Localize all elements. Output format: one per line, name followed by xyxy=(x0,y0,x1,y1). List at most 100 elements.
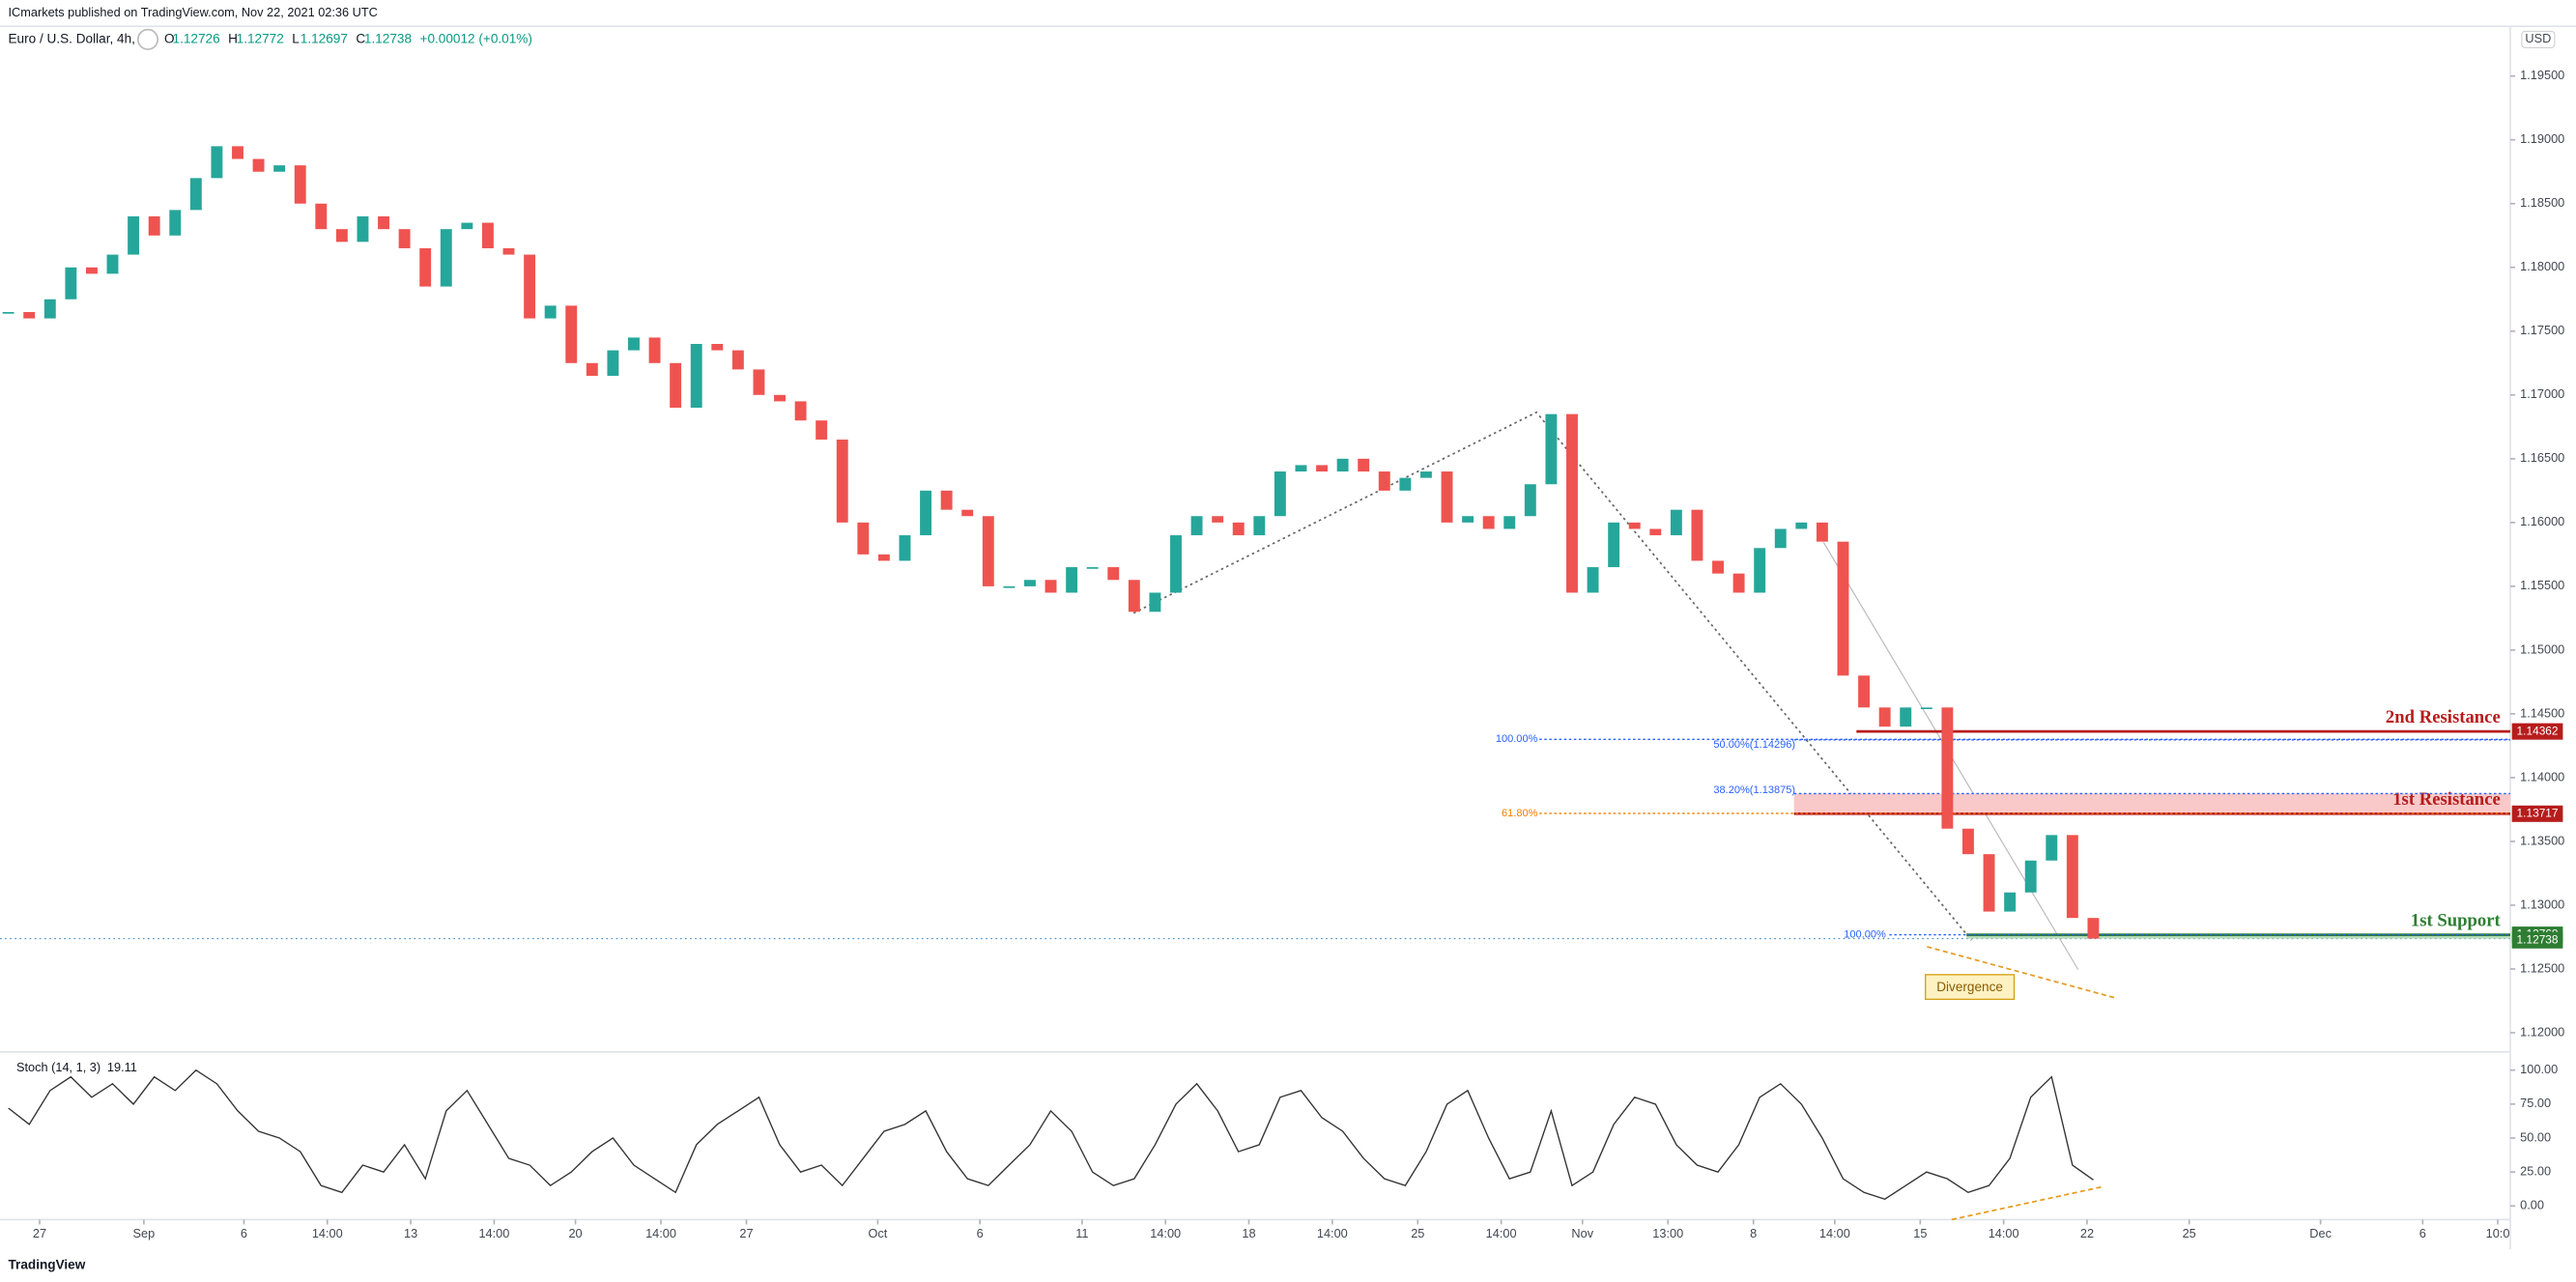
candle xyxy=(65,267,77,299)
candle xyxy=(1900,707,1912,727)
x-tick-label: 10:0 xyxy=(2486,1226,2510,1240)
candle xyxy=(940,490,953,510)
candle xyxy=(1086,567,1099,569)
y-tick-label: 1.17000 xyxy=(2520,386,2564,401)
x-tick-label: 6 xyxy=(241,1226,247,1240)
candle xyxy=(731,350,744,370)
candle xyxy=(1941,707,1954,829)
candle xyxy=(335,229,348,242)
candle xyxy=(315,203,328,230)
candle xyxy=(252,158,265,172)
indicator-title: Stoch (14, 1, 3) xyxy=(16,1060,100,1074)
candle xyxy=(1524,484,1536,517)
price-badge xyxy=(2511,805,2563,822)
ohlc-label: O xyxy=(164,31,175,45)
y-tick-label: 1.16000 xyxy=(2520,514,2564,528)
y-tick-label: 1.14500 xyxy=(2520,705,2564,720)
x-tick-label: 13 xyxy=(404,1226,417,1240)
candle xyxy=(1670,509,1682,536)
candle xyxy=(524,254,536,319)
candle xyxy=(23,311,36,319)
candle xyxy=(1920,707,1932,710)
y-tick-label: 1.15500 xyxy=(2520,578,2564,592)
y-tick-label: 1.18000 xyxy=(2520,259,2564,273)
candle xyxy=(1858,675,1871,708)
candle xyxy=(711,343,724,351)
trend-line xyxy=(1538,414,1972,941)
candle xyxy=(982,516,994,586)
candle xyxy=(1837,541,1849,676)
ohlc-label: L xyxy=(292,31,300,45)
y-tick-label: 100.00 xyxy=(2520,1062,2558,1076)
ohlc-value: 1.12772 xyxy=(237,31,284,45)
x-tick-label: 25 xyxy=(2183,1226,2196,1240)
y-tick-label: 1.18500 xyxy=(2520,195,2564,210)
candle xyxy=(273,165,286,172)
candle xyxy=(1003,585,1016,588)
y-tick-label: 1.16500 xyxy=(2520,450,2564,465)
candle xyxy=(2024,860,2037,893)
candle xyxy=(1274,471,1286,517)
x-tick-label: 11 xyxy=(1075,1226,1088,1240)
candle xyxy=(211,146,223,179)
x-tick-label: 14:00 xyxy=(1989,1226,2019,1240)
candle xyxy=(502,247,515,255)
candle xyxy=(1816,522,1828,542)
x-tick-label: Nov xyxy=(1571,1226,1593,1240)
candle xyxy=(189,178,202,211)
y-tick-label: 1.19000 xyxy=(2520,131,2564,146)
y-tick-label: 1.13500 xyxy=(2520,833,2564,847)
price-badge xyxy=(2511,931,2563,949)
x-tick-label: 25 xyxy=(1411,1226,1424,1240)
y-tick-label: 50.00 xyxy=(2520,1129,2551,1144)
y-tick-label: 1.12000 xyxy=(2520,1024,2564,1039)
icon[interactable] xyxy=(136,28,159,50)
fib-label: 61.80% xyxy=(1502,808,1538,819)
candle xyxy=(1962,828,1974,855)
candle xyxy=(1358,458,1370,472)
plot: Euro / U.S. Dollar, 4h, O1.12726 H1.12772 L… xyxy=(0,30,2564,1240)
level-label: 1st Resistance xyxy=(2392,789,2501,810)
candle xyxy=(1190,516,1203,536)
ohlc-value: 1.12697 xyxy=(301,31,348,45)
x-tick-label: 20 xyxy=(568,1226,582,1240)
fib-label: 100.00% xyxy=(1496,733,1538,745)
x-tick-label: 27 xyxy=(739,1226,753,1240)
y-tick-label: 1.15000 xyxy=(2520,641,2564,656)
trend-line xyxy=(1132,410,1540,614)
annotation-box xyxy=(1925,974,2016,1001)
y-tick-label: 1.19500 xyxy=(2520,68,2564,82)
y-tick-label: 1.17500 xyxy=(2520,323,2564,337)
candle xyxy=(1691,509,1703,561)
x-tick-label: 8 xyxy=(1750,1226,1757,1240)
y-tick-label: 1.12500 xyxy=(2520,960,2564,975)
candle xyxy=(1066,567,1078,593)
candle xyxy=(1419,471,1432,478)
candle xyxy=(1170,535,1182,593)
candle xyxy=(1608,522,1620,568)
candle xyxy=(1316,465,1328,472)
y-tick-label: 25.00 xyxy=(2520,1164,2551,1179)
candle xyxy=(1462,516,1474,523)
candle xyxy=(2004,892,2017,912)
level-zone xyxy=(1966,934,2510,939)
candle xyxy=(2046,835,2058,861)
candle xyxy=(1545,413,1558,485)
candle xyxy=(1712,560,1724,574)
level-label: 2nd Resistance xyxy=(2386,707,2501,727)
candle xyxy=(2066,835,2078,919)
price-badge-label: 1.12738 xyxy=(2517,932,2559,946)
x-tick-label: 6 xyxy=(2419,1226,2426,1240)
change: +0.00012 (+0.01%) xyxy=(420,31,532,45)
y-tick-label: 75.00 xyxy=(2520,1096,2551,1110)
x-tick-label: Oct xyxy=(869,1226,888,1240)
candle xyxy=(1628,522,1641,529)
annotation: Divergence xyxy=(1936,980,2003,994)
y-tick-label: 1.13000 xyxy=(2520,897,2564,911)
x-tick-label: 13:00 xyxy=(1652,1226,1683,1240)
x-tick-label: 14:00 xyxy=(1317,1226,1348,1240)
symbol: Euro / U.S. Dollar, 4h, xyxy=(9,31,135,45)
candle xyxy=(1587,567,1599,593)
candle xyxy=(899,535,911,561)
candle xyxy=(1378,471,1390,491)
